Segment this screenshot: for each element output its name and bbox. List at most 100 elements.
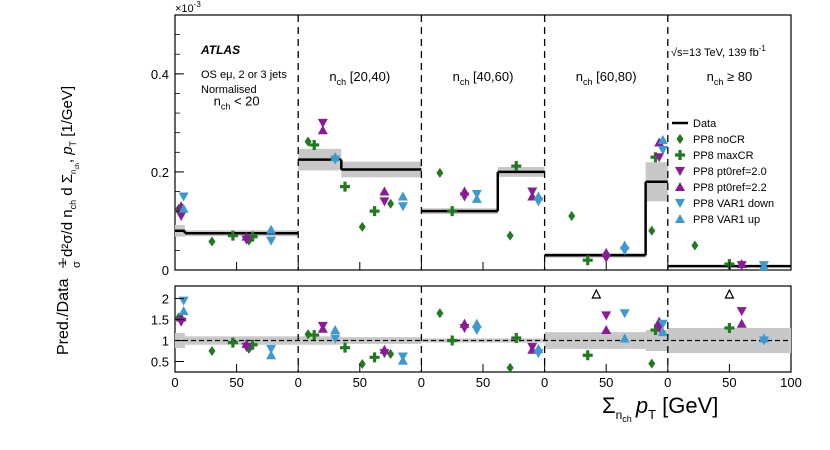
x-tick-label: 50: [476, 375, 490, 390]
ratio-point-pp8-nocr: [387, 348, 395, 359]
point-pp8-var1-up: [266, 224, 277, 234]
svg-text:ΣnchpT [GeV]: ΣnchpT [GeV]: [602, 393, 718, 424]
point-pp8-pt0ref-2-2: [379, 186, 390, 196]
ratio-point-pp8-nocr: [648, 358, 656, 369]
ratio-uncertainty-band: [341, 337, 422, 344]
ratio-point-pp8-nocr: [436, 308, 444, 319]
ratio-point-pp8-pt0ref-2-2: [317, 323, 328, 333]
x-tick-label: 0: [295, 375, 302, 390]
point-pp8-nocr: [208, 236, 216, 247]
ratio-point-pp8-var1-down: [657, 319, 668, 329]
ratio-point-pp8-var1-up: [330, 325, 341, 335]
point-pp8-var1-down: [657, 145, 668, 155]
ratio-point-pp8-nocr: [304, 329, 312, 340]
x-tick-label: 0: [418, 375, 425, 390]
upper-y-tick-label: 0.4: [151, 67, 169, 82]
ratio-point-pp8-var1-up: [178, 306, 189, 316]
panel-label: nch [60,80): [576, 69, 637, 87]
legend-marker: [675, 199, 685, 208]
point-pp8-var1-down: [178, 192, 189, 202]
selection-line-2: Normalised: [201, 84, 257, 96]
panel-label: nch < 20: [214, 94, 260, 112]
axes: 0 0.2 0.4 0.5 1 1.5 2 0 50 0 50 0 50 0 50 0 50 100: [151, 15, 802, 390]
energy-label: √s=13 TeV, 139 fb-1: [671, 44, 766, 59]
y-label-lower: Pred./Data: [55, 278, 72, 355]
point-pp8-var1-up: [471, 193, 482, 203]
ratio-point-pp8-nocr: [506, 362, 514, 373]
panel-label: nch [40,60): [453, 69, 514, 87]
ratio-point-pp8-pt0ref-2-0: [601, 311, 612, 321]
point-pp8-nocr: [436, 167, 444, 178]
ratio-point-pp8-maxcr: [227, 337, 238, 348]
ratio-point-pp8-var1-down: [266, 344, 277, 354]
legend-label: PP8 VAR1 down: [693, 198, 774, 210]
ratio-point-pp8-var1-up: [657, 327, 668, 337]
legend-marker: [675, 214, 685, 223]
ratio-point-pp8-pt0ref-2-2: [241, 338, 252, 348]
ratio-point-pp8-maxcr: [724, 322, 735, 333]
upper-y-tick-label: 0: [162, 263, 169, 278]
point-pp8-var1-up: [758, 261, 769, 271]
point-pp8-maxcr: [369, 206, 380, 217]
atlas-label: ATLAS: [200, 43, 240, 57]
panel-label: nch [20,40): [329, 69, 390, 87]
lower-y-tick-label: 0.5: [151, 355, 169, 370]
point-pp8-pt0ref-2-0: [317, 118, 328, 128]
legend-marker: [675, 150, 685, 160]
point-pp8-var1-up: [619, 240, 630, 250]
point-pp8-var1-down: [266, 236, 277, 246]
x-tick-label: 100: [780, 375, 802, 390]
legend: Data PP8 noCR PP8 maxCR PP8 pt0ref=2.0 PP8 p…: [672, 118, 774, 226]
ratio-point-pp8-var1-up: [619, 333, 630, 343]
point-pp8-maxcr: [447, 206, 458, 217]
offscale-arrow: [591, 288, 602, 299]
ratio-point-pp8-pt0ref-2-2: [601, 325, 612, 335]
ratio-point-pp8-maxcr: [447, 335, 458, 346]
svg-text:1σ d²σ/d nch d Σnch, pT [1/GeV: 1σ d²σ/d nch d Σnch, pT [1/GeV]: [57, 86, 83, 268]
point-pp8-pt0ref-2-2: [601, 247, 612, 257]
x-label: ΣnchpT [GeV]: [602, 393, 718, 424]
point-pp8-nocr: [648, 225, 656, 236]
point-pp8-nocr: [691, 240, 699, 251]
legend-label: Data: [693, 118, 717, 130]
ratio-point-pp8-var1-down: [471, 326, 482, 336]
x-tick-label: 50: [353, 375, 367, 390]
ratio-point-pp8-maxcr: [309, 330, 320, 341]
legend-label: PP8 pt0ref=2.2: [693, 182, 767, 194]
ratio-point-pp8-var1-up: [471, 318, 482, 328]
x-tick-label: 0: [541, 375, 548, 390]
ratio-point-pp8-var1-up: [397, 355, 408, 365]
ratio-point-pp8-nocr: [208, 346, 216, 357]
ratio-point-pp8-maxcr: [340, 342, 351, 353]
point-pp8-nocr: [387, 198, 395, 209]
upper-y-tick-label: 0.2: [151, 165, 169, 180]
point-pp8-maxcr: [582, 255, 593, 266]
offscale-arrow: [724, 288, 735, 299]
point-pp8-var1-up: [397, 191, 408, 201]
panel-label: nch ≥ 80: [707, 69, 753, 87]
point-pp8-var1-down: [397, 202, 408, 212]
prediction-markers: [175, 118, 769, 373]
point-pp8-nocr: [568, 211, 576, 222]
ratio-point-pp8-var1-down: [178, 296, 189, 306]
point-pp8-maxcr: [511, 161, 522, 172]
ratio-point-pp8-maxcr: [369, 352, 380, 363]
point-pp8-maxcr: [340, 181, 351, 192]
point-pp8-maxcr: [309, 139, 320, 150]
legend-label: PP8 maxCR: [693, 150, 754, 162]
y-label-upper: 1σ d²σ/d nch d Σnch, pT [1/GeV]: [57, 86, 83, 268]
legend-label: PP8 pt0ref=2.0: [693, 166, 767, 178]
ratio-point-pp8-pt0ref-2-2: [379, 344, 390, 354]
ratio-point-pp8-maxcr: [511, 333, 522, 344]
point-pp8-var1-up: [178, 203, 189, 213]
x-tick-label: 50: [722, 375, 736, 390]
point-pp8-nocr: [358, 221, 366, 232]
ratio-point-pp8-maxcr: [582, 350, 593, 361]
point-pp8-pt0ref-2-2: [736, 259, 747, 269]
x-tick-label: 50: [599, 375, 613, 390]
ratio-point-pp8-nocr: [358, 359, 366, 370]
point-pp8-pt0ref-2-0: [379, 197, 390, 207]
lower-y-tick-label: 1: [162, 334, 169, 349]
point-pp8-pt0ref-2-2: [459, 186, 470, 196]
legend-label: PP8 VAR1 up: [693, 214, 760, 226]
